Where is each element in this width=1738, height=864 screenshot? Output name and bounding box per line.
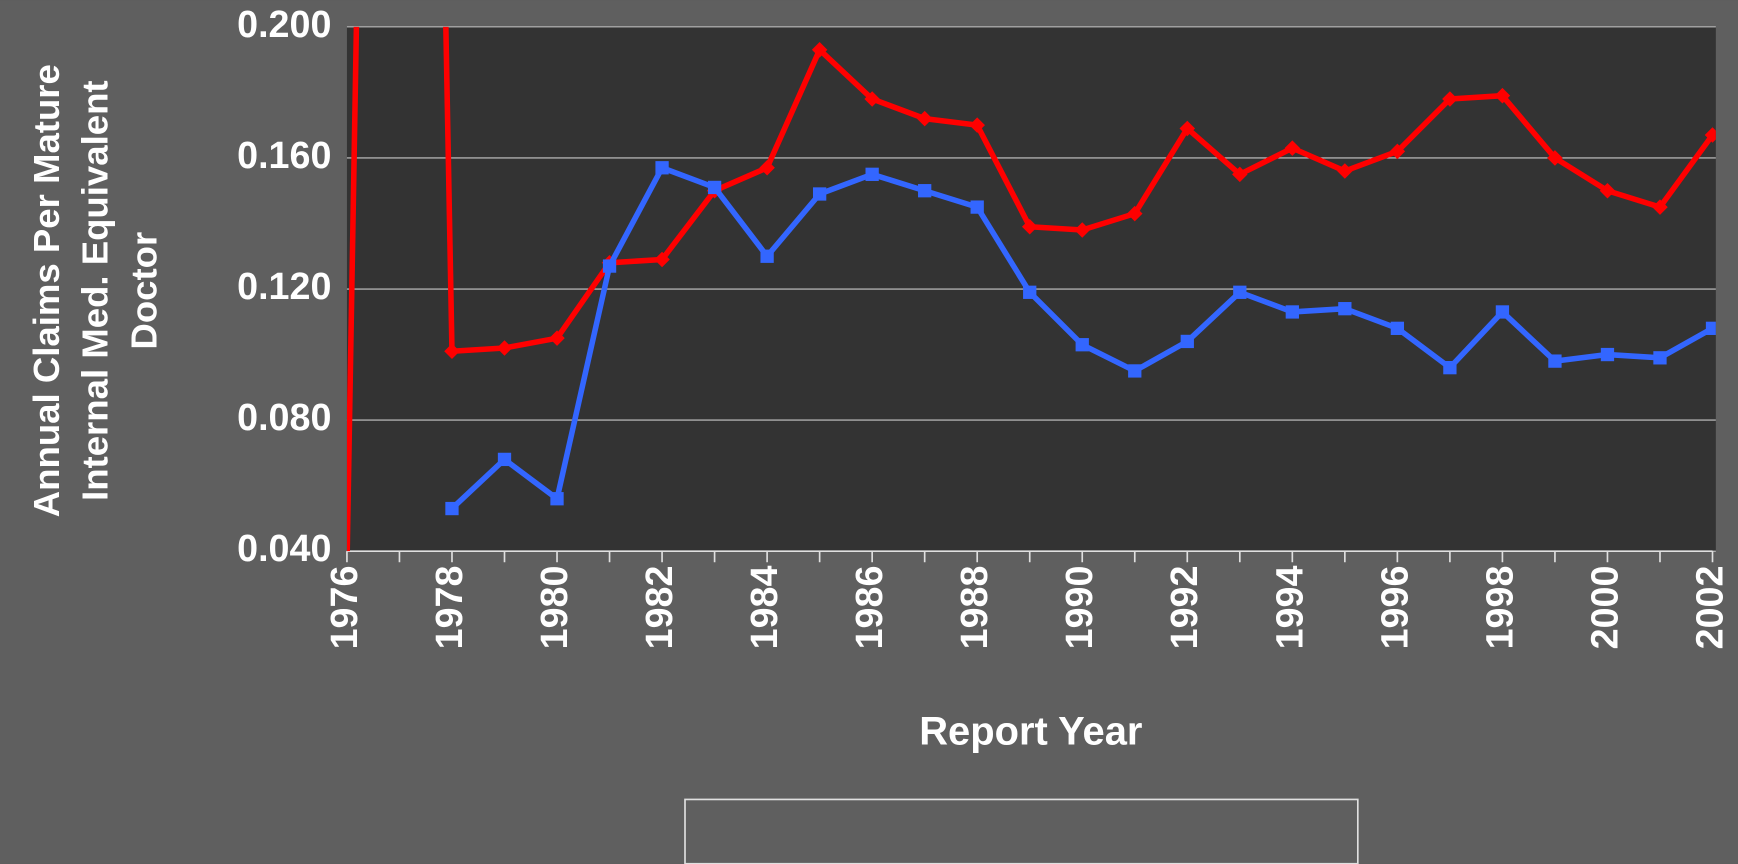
- x-tick-label: 1984: [743, 566, 785, 650]
- y-axis-title-line: Internal Med. Equivalent: [74, 80, 115, 501]
- data-point: [1180, 334, 1194, 349]
- data-point: [1653, 351, 1667, 365]
- data-point: [550, 492, 564, 506]
- data-point: [1599, 182, 1616, 199]
- data-point: [707, 180, 722, 195]
- data-point: [602, 259, 617, 273]
- y-tick-label: 0.160: [237, 134, 331, 176]
- data-point: [1338, 302, 1352, 316]
- x-tick-label: 1996: [1373, 566, 1415, 650]
- y-tick-label: 0.200: [237, 3, 331, 45]
- data-point: [760, 249, 774, 263]
- data-point: [918, 184, 932, 198]
- data-point: [759, 160, 775, 176]
- data-point: [1548, 354, 1562, 368]
- data-point: [1442, 91, 1458, 107]
- data-point: [1075, 338, 1089, 352]
- data-point: [970, 200, 984, 214]
- data-point: [1495, 305, 1510, 319]
- data-point: [497, 452, 512, 467]
- data-point: [1285, 305, 1299, 319]
- data-point: [1389, 143, 1406, 160]
- data-point: [1600, 347, 1615, 362]
- data-point: [1023, 285, 1037, 299]
- data-point: [812, 187, 827, 201]
- data-point: [1705, 321, 1716, 335]
- x-tick-label: 1976: [323, 566, 365, 650]
- data-point: [1128, 364, 1142, 378]
- data-point: [445, 501, 459, 516]
- x-tick-label: 1986: [848, 566, 890, 650]
- x-tick-label: 1988: [953, 566, 995, 650]
- x-tick-label: 1990: [1058, 566, 1100, 650]
- series-layer: [346, 26, 1716, 552]
- x-tick-label: 1992: [1163, 566, 1205, 650]
- data-point: [655, 161, 669, 175]
- data-point: [1127, 205, 1143, 222]
- y-tick-label: 0.080: [237, 396, 331, 438]
- data-point: [1179, 120, 1196, 137]
- x-tick-label: 1982: [638, 566, 680, 650]
- y-tick-label: 0.040: [237, 527, 331, 569]
- data-point: [1074, 222, 1091, 238]
- data-point: [865, 167, 879, 181]
- x-tick-label: 2002: [1688, 566, 1730, 650]
- y-axis-title-line: Annual Claims Per Mature: [25, 64, 66, 517]
- y-tick-label: 0.120: [237, 265, 331, 307]
- data-point: [1390, 321, 1405, 335]
- data-point: [1443, 361, 1457, 375]
- legend-box: [684, 798, 1359, 864]
- data-point: [1284, 140, 1301, 156]
- data-point: [1494, 87, 1511, 104]
- data-point: [1337, 163, 1353, 179]
- data-point: [1547, 150, 1563, 166]
- data-point: [864, 91, 880, 107]
- data-point: [1021, 218, 1038, 235]
- x-tick-label: 2000: [1583, 566, 1625, 650]
- x-tick-label: 1994: [1268, 566, 1310, 650]
- data-point: [1652, 199, 1668, 215]
- y-axis-title: Annual Claims Per Mature Internal Med. Eq…: [25, 64, 164, 517]
- y-axis-title-line: Doctor: [123, 232, 164, 350]
- x-tick-label: 1998: [1478, 566, 1520, 650]
- x-tick-label: 1978: [428, 566, 470, 650]
- data-point: [1232, 166, 1248, 183]
- x-axis-title: Report Year: [919, 710, 1142, 754]
- x-tick-label: 1980: [533, 566, 575, 650]
- data-point: [1704, 127, 1716, 143]
- data-point: [654, 251, 670, 268]
- data-point: [1233, 285, 1247, 299]
